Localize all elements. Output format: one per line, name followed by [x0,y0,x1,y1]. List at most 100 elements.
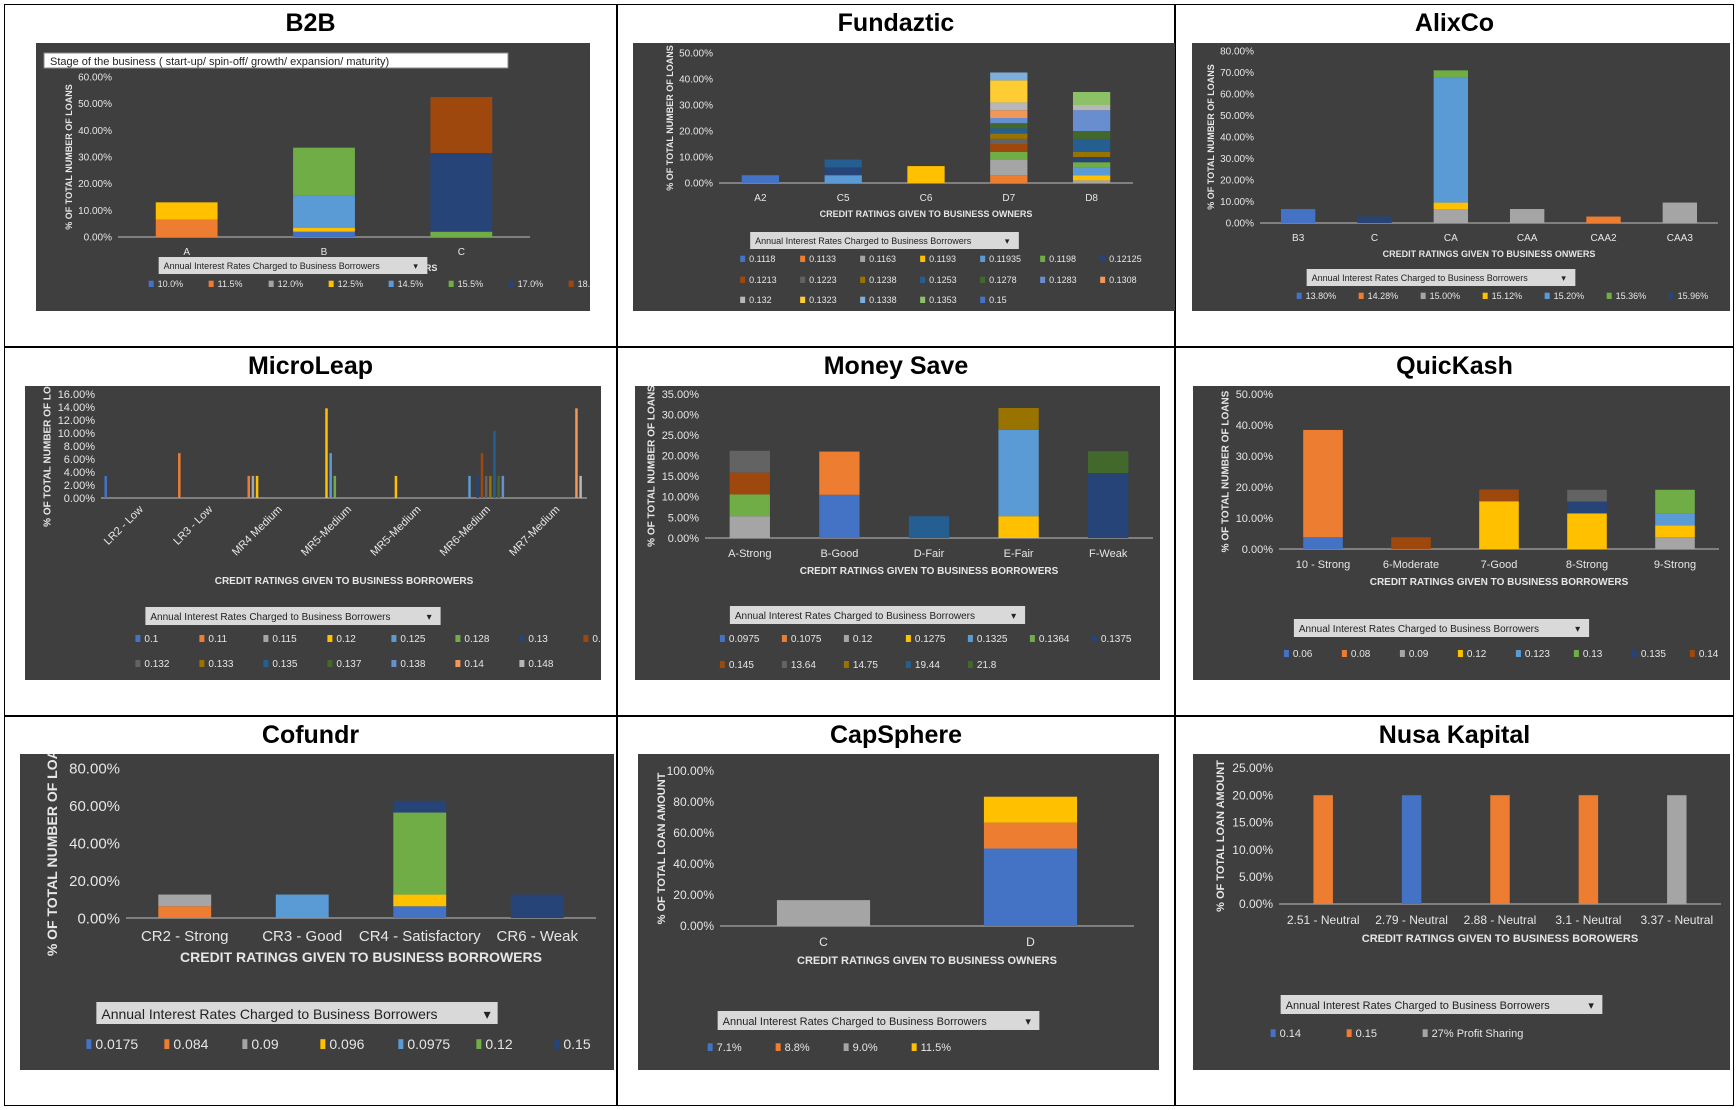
legend-entry: 0.12 [485,1036,512,1052]
bar-segment [1303,429,1343,538]
legend-swatch [860,255,866,262]
y-tick-label: 0.00% [64,493,95,505]
x-tick-label: C5 [837,193,850,204]
legend-swatch [554,1039,560,1049]
bar-segment [1479,501,1519,549]
x-tick-label: 2.88 - Neutral [1464,913,1537,927]
legend-swatch [967,661,973,668]
x-tick-label: CAA [1517,233,1538,244]
bar [468,475,471,498]
legend-entry: 0.09 [251,1036,278,1052]
bar-segment [1072,167,1111,176]
x-tick-label: D7 [1002,193,1015,204]
legend-entry: 0.132 [749,295,772,305]
y-tick-label: 20.00% [1236,482,1274,494]
chevron-down-icon[interactable]: ▾ [1575,624,1580,635]
legend-filter-button[interactable] [1306,269,1576,286]
legend-entry: 13.80% [1306,291,1337,301]
bar-segment [1433,202,1469,210]
legend-filter-button[interactable] [1280,995,1603,1014]
bar [394,475,398,498]
bar-segment [393,812,447,895]
bar [480,453,484,498]
legend-filter-button[interactable] [96,1002,498,1024]
legend-swatch [455,660,461,667]
y-tick-label: 40.00% [1220,133,1254,144]
legend-filter-button[interactable] [717,1011,1040,1030]
chevron-down-icon[interactable]: ▾ [1005,237,1010,247]
chart-title: Money Save [823,352,969,380]
y-tick-label: 10.00% [1220,197,1254,208]
bar [104,475,107,498]
legend-swatch [920,296,926,303]
x-tick-label: D8 [1085,193,1098,204]
legend-filter-button[interactable] [729,606,1026,624]
legend-swatch [1606,292,1612,299]
bar-segment [1072,162,1111,168]
chevron-down-icon[interactable]: ▾ [484,1007,491,1023]
legend-filter-button[interactable] [158,257,428,274]
legend-entry: 0.135 [272,659,297,670]
bar-segment [998,516,1039,538]
legend-entry: 0.13 [1583,649,1603,660]
chevron-down-icon[interactable]: ▾ [427,612,432,623]
legend-swatch [1515,650,1521,657]
legend-swatch [320,1039,326,1049]
legend-entry: 0.1338 [869,295,897,305]
legend-entry: 0.12 [1467,649,1487,660]
legend-entry: 15.96% [1678,291,1709,301]
x-tick-label: A [183,247,190,258]
bar-segment [393,906,447,918]
legend-filter-button[interactable] [1293,619,1590,637]
chevron-down-icon[interactable]: ▾ [1025,1015,1031,1028]
legend-entry: 0.1278 [989,275,1017,285]
x-tick-label: D [1026,935,1035,949]
x-tick-label: CR4 - Satisfactory [359,928,481,945]
legend-entry: 0.1364 [1039,634,1070,645]
x-axis-title: CREDIT RATINGS GIVEN TO BUSINESS OWNERS [820,209,1033,219]
y-tick-label: 0.00% [680,919,714,933]
y-tick-label: 0.00% [685,179,713,190]
x-tick-label: CA [1444,233,1458,244]
y-tick-label: 20.00% [1220,176,1254,187]
bar-segment [1509,209,1545,223]
legend-filter-label: Annual Interest Rates Charged to Busines… [755,236,972,246]
chart-cell-microleap: MicroLeap 0.00% 2.00% 4.00% 6.00% 8.00% 10.00%… [4,347,617,716]
chevron-down-icon[interactable]: ▾ [1561,274,1566,284]
legend-filter-button[interactable] [145,607,441,625]
legend-entry: 0.1075 [791,634,822,645]
legend-entry: 0.08 [1351,649,1371,660]
chevron-down-icon[interactable]: ▾ [413,262,418,272]
legend-entry: 17.0% [518,279,544,289]
legend-entry: 0.1213 [749,275,777,285]
legend-swatch [860,276,866,283]
legend-entry: 0.145 [729,660,754,671]
x-tick-label: 2.51 - Neutral [1287,913,1360,927]
chart-panel: 0.00% 20.00% 40.00% 60.00% 80.00% % OF TOTAL … [20,754,614,1070]
x-tick-label: C [819,935,828,949]
x-tick-label: 7-Good [1481,559,1518,571]
bar-segment [1391,537,1431,549]
chart-cell-quickash: QuicKash 0.00% 10.00% 20.00% 30.00% 40.00% 50.… [1175,347,1734,716]
y-tick-label: 25.00% [1232,761,1273,775]
legend-entry: 0.133 [208,659,233,670]
legend-swatch [199,635,205,642]
bar-segment [1088,451,1129,473]
legend-swatch [740,255,746,262]
chart-panel: 0.00% 10.00% 20.00% 30.00% 40.00% 50.00% 60.00… [36,43,590,311]
bar-segment [293,147,355,196]
bar-segment [990,175,1028,183]
legend-entry: 0.084 [173,1036,208,1052]
y-tick-label: 60.00% [1220,90,1254,101]
y-axis-title: % OF TOTAL LOAN AMOUNT [1215,760,1227,912]
y-tick-label: 40.00% [1236,420,1274,432]
legend-filter-button[interactable] [750,232,1019,249]
bar [1401,795,1422,904]
legend-swatch [980,255,986,262]
chevron-down-icon[interactable]: ▾ [1011,611,1016,622]
y-axis-title: % OF TOTAL NUMBER OF LOANS [1206,64,1216,210]
legend-swatch [1668,292,1674,299]
chevron-down-icon[interactable]: ▾ [1588,999,1594,1012]
x-tick-label: CR3 - Good [262,928,342,945]
bar-segment [729,516,770,538]
